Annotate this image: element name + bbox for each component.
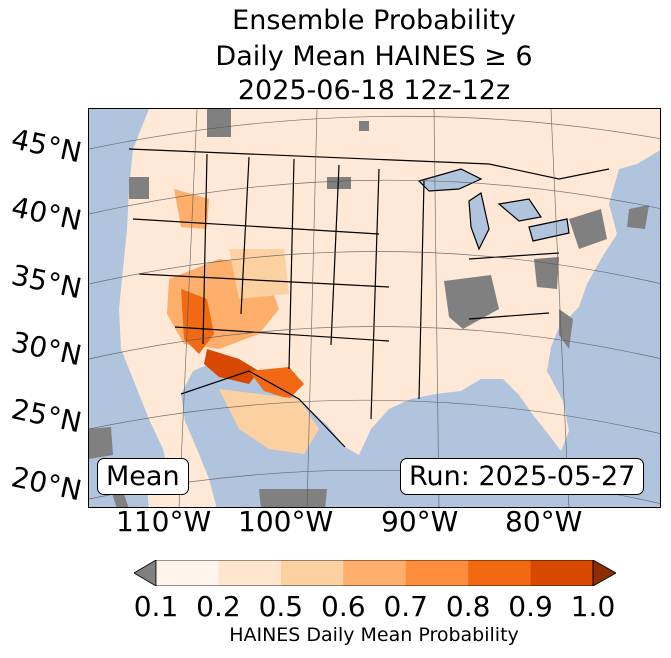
prob-region-idaho — [174, 189, 209, 229]
lat-label: 30°N — [8, 325, 85, 373]
run-date-box: Run: 2025-05-27 — [400, 458, 645, 495]
lat-label: 45°N — [8, 122, 85, 170]
colorbar-cell — [156, 560, 219, 586]
colorbar-tick-label: 0.2 — [196, 590, 241, 623]
colorbar-tick-label: 0.9 — [508, 590, 553, 623]
colorbar-tick-label: 1.0 — [570, 590, 616, 623]
lat-label: 20°N — [8, 460, 85, 508]
probability-map — [88, 108, 661, 508]
lat-label: 35°N — [8, 258, 85, 306]
colorbar-cell — [405, 560, 469, 586]
title-line-3: 2025-06-18 12z-12z — [237, 75, 511, 106]
lat-label: 25°N — [8, 392, 85, 440]
lon-label: 110°W — [116, 505, 212, 538]
borders — [128, 148, 610, 448]
colorbar-cell — [343, 560, 407, 586]
map-canvas — [89, 109, 660, 507]
colorbar — [134, 560, 616, 586]
colorbar-label: HAINES Daily Mean Probability — [229, 624, 519, 646]
graticule — [89, 109, 660, 507]
lon-label: 90°W — [381, 505, 459, 538]
colorbar-cells — [156, 560, 594, 586]
colorbar-tick-label: 0.7 — [383, 590, 428, 623]
prob-region-colorado — [229, 249, 289, 299]
lon-label: 100°W — [238, 505, 334, 538]
title-line-1: Ensemble Probability — [232, 5, 516, 36]
colorbar-cell — [218, 560, 282, 586]
colorbar-under-arrow — [134, 560, 157, 586]
colorbar-over-arrow — [592, 560, 616, 586]
colorbar-cell — [468, 560, 532, 586]
colorbar-tick-label: 0.6 — [321, 590, 366, 623]
lat-label: 40°N — [8, 190, 85, 238]
prob-region-sw-border — [204, 349, 259, 384]
colorbar-cell — [280, 560, 344, 586]
prob-region-mexico — [219, 389, 319, 454]
colorbar-tick-label: 0.5 — [258, 590, 304, 623]
title-line-2: Daily Mean HAINES ≥ 6 — [215, 41, 533, 72]
colorbar-tick-label: 0.1 — [133, 590, 179, 623]
statistic-box: Mean — [97, 458, 189, 495]
colorbar-frame — [155, 560, 594, 586]
prob-region-texas — [249, 367, 304, 399]
great-lakes — [417, 168, 570, 251]
colorbar-cell — [530, 560, 594, 586]
lon-label: 80°W — [505, 505, 583, 538]
colorbar-tick-label: 0.8 — [445, 590, 491, 623]
